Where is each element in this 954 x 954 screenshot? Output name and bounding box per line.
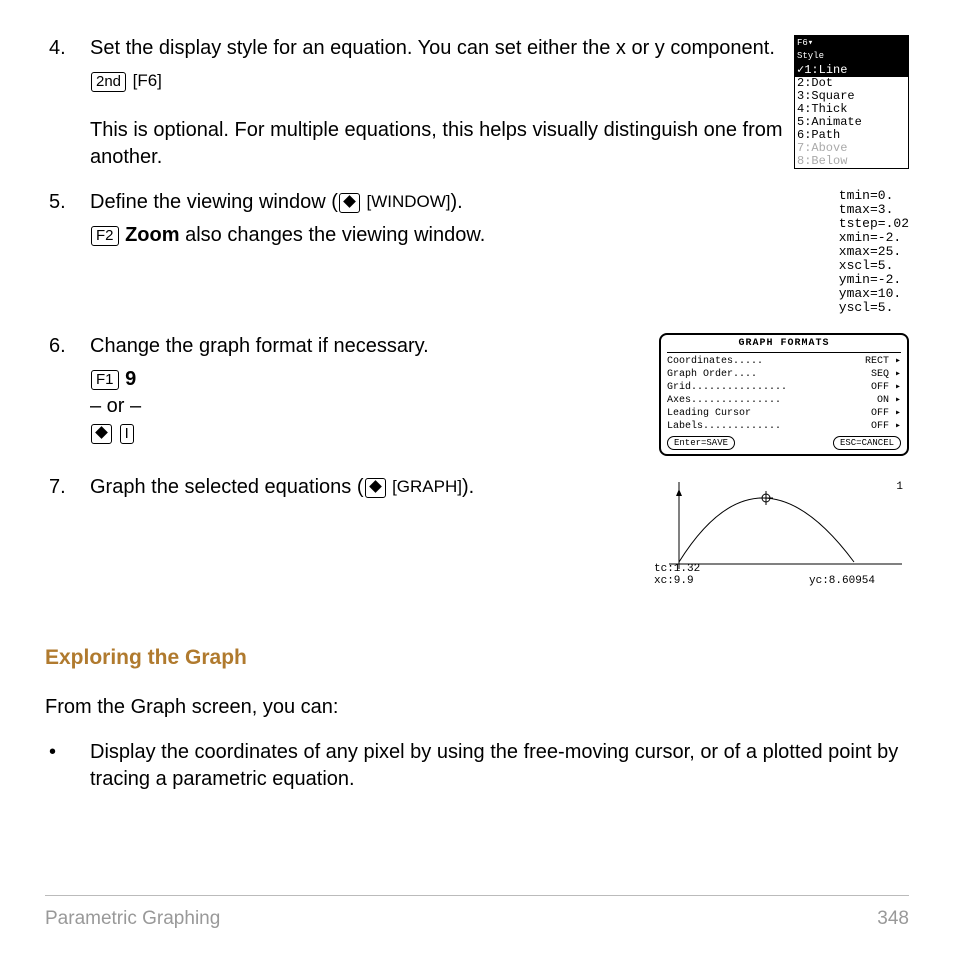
diamond-icon [343,195,356,208]
step-5-text-1a: Define the viewing window ( [90,191,338,213]
graph-xc-label: xc:9.9 [654,574,694,589]
step-5-line-2: F2 Zoom also changes the viewing window. [90,222,819,249]
step-6-text: Change the graph format if necessary. [90,333,649,360]
window-key-label: [WINDOW] [366,191,450,214]
step-5-number: 5. [45,189,90,216]
step-7-content: Graph the selected equations ( [GRAPH]). [90,474,644,501]
graph-figure: 1 tc:1.32 xc:9.9 yc:8.60954 [654,474,909,589]
page-number: 348 [877,906,909,932]
step-4-text-2: This is optional. For multiple equations… [90,117,784,171]
section-intro: From the Graph screen, you can: [45,694,909,721]
graph-key-label: [GRAPH] [392,476,462,499]
diamond-icon [369,480,382,493]
step-6-or: – or – [90,393,649,420]
zoom-label: Zoom [125,224,179,246]
diamond-key [365,478,386,498]
fmt-row: Coordinates.....RECT ▸ [667,355,901,368]
fmt-row: Axes...............ON ▸ [667,394,901,407]
page-footer: Parametric Graphing 348 [45,895,909,932]
step-4-number: 4. [45,35,90,62]
bullet-item: • Display the coordinates of any pixel b… [45,739,909,793]
step-5: 5. Define the viewing window ( [WINDOW])… [45,189,909,315]
diamond-key [91,424,112,444]
key-f1: F1 [91,370,119,390]
key-f2: F2 [91,226,119,246]
step-7-number: 7. [45,474,90,501]
graph-formats-title: GRAPH FORMATS [667,337,901,353]
section-title: Exploring the Graph [45,644,909,672]
fmt-row: Graph Order....SEQ ▸ [667,368,901,381]
graph-label-1: 1 [896,480,903,495]
style-menu-disabled: 8:Below [795,155,908,168]
key-2nd: 2nd [91,72,126,92]
diamond-icon [95,426,108,439]
key-i: I [120,424,134,444]
style-menu-figure: F6▾ Style ✓1:Line 2:Dot 3:Square 4:Thick… [794,35,909,169]
diamond-key [339,193,360,213]
step-4-keys: 2nd [F6] [90,68,784,95]
bullet-marker: • [45,739,90,793]
step-7-text-a: Graph the selected equations ( [90,476,364,498]
footer-title: Parametric Graphing [45,906,220,932]
step-7-text-b: ). [462,476,474,498]
bullet-text: Display the coordinates of any pixel by … [90,739,909,793]
graph-formats-figure: GRAPH FORMATS Coordinates.....RECT ▸ Gra… [659,333,909,456]
fmt-row: Grid................OFF ▸ [667,381,901,394]
step-7: 7. Graph the selected equations ( [GRAPH… [45,474,909,589]
fmt-row: Leading CursorOFF ▸ [667,407,901,420]
key-f6-label: [F6] [133,70,162,93]
step-5-line-1: Define the viewing window ( [WINDOW]). [90,189,819,216]
step-5-content: Define the viewing window ( [WINDOW]). F… [90,189,819,249]
style-menu-header: F6▾ Style [795,36,908,64]
step-6-keys-2: I [90,420,649,447]
step-6-content: Change the graph format if necessary. F1… [90,333,649,447]
step-5-text-2: also changes the viewing window. [180,224,486,246]
nine-label: 9 [125,368,136,390]
step-6-keys-1: F1 9 [90,366,649,393]
esc-cancel-button: ESC=CANCEL [833,436,901,450]
enter-save-button: Enter=SAVE [667,436,735,450]
fmt-row: Labels.............OFF ▸ [667,420,901,433]
step-6-number: 6. [45,333,90,360]
graph-yc-label: yc:8.60954 [809,574,875,589]
step-4: 4. Set the display style for an equation… [45,35,909,171]
step-4-content: Set the display style for an equation. Y… [90,35,784,171]
window-values-figure: tmin=0. tmax=3. tstep=.02 xmin=-2. xmax=… [839,189,909,315]
step-5-text-1b: ). [451,191,463,213]
step-6: 6. Change the graph format if necessary.… [45,333,909,456]
step-4-text-1: Set the display style for an equation. Y… [90,35,784,62]
